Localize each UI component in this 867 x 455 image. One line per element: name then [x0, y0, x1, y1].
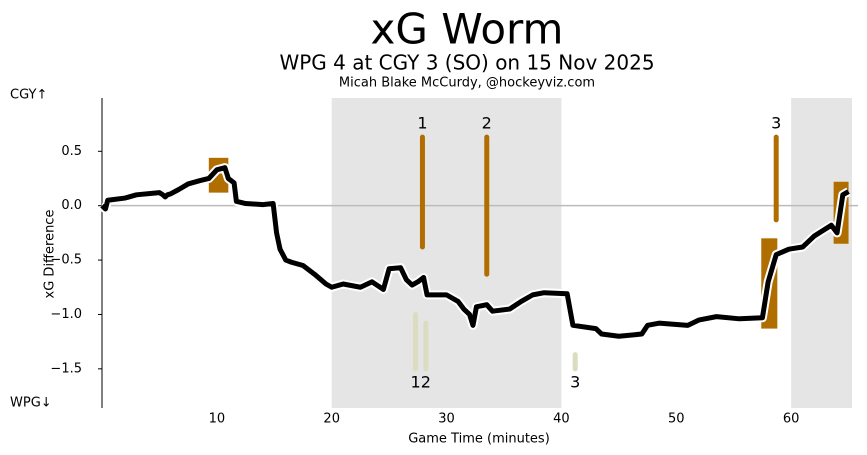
goal-label: 1: [410, 372, 420, 391]
credit: Micah Blake McCurdy, @hockeyviz.com: [339, 76, 595, 91]
x-tick-label: 20: [323, 412, 340, 427]
goal-label: 2: [482, 114, 492, 133]
worm-line: [100, 165, 850, 339]
chart-subtitle: WPG 4 at CGY 3 (SO) on 15 Nov 2025: [279, 51, 654, 75]
y-tick-label: −1.0: [50, 307, 82, 322]
chart-title: xG Worm: [371, 5, 564, 54]
goal-label: 3: [771, 114, 781, 133]
period-shade: [791, 98, 852, 408]
y-axis-label: xG Difference: [43, 210, 58, 299]
y-top-label: CGY↑: [10, 88, 47, 103]
plot-area: 10 20 30 40 50 600.50.0−0.5−1.0−1.51 2 31 2 3: [50, 98, 858, 427]
y-tick-label: −1.5: [50, 361, 82, 376]
x-tick-label: 60: [783, 412, 800, 427]
goal-label: 2: [421, 372, 431, 391]
goal-label: 1: [417, 114, 427, 133]
x-tick-label: 50: [668, 412, 685, 427]
goal-label: 3: [570, 372, 580, 391]
y-tick-label: −0.5: [50, 253, 82, 268]
x-tick-label: 40: [553, 412, 570, 427]
x-axis-label: Game Time (minutes): [408, 432, 550, 447]
y-bottom-label: WPG↓: [10, 396, 52, 411]
x-tick-label: 10: [209, 412, 226, 427]
y-tick-label: 0.0: [61, 198, 82, 213]
y-tick-label: 0.5: [61, 144, 82, 159]
period-shade: [331, 98, 562, 408]
x-tick-label: 30: [438, 412, 455, 427]
